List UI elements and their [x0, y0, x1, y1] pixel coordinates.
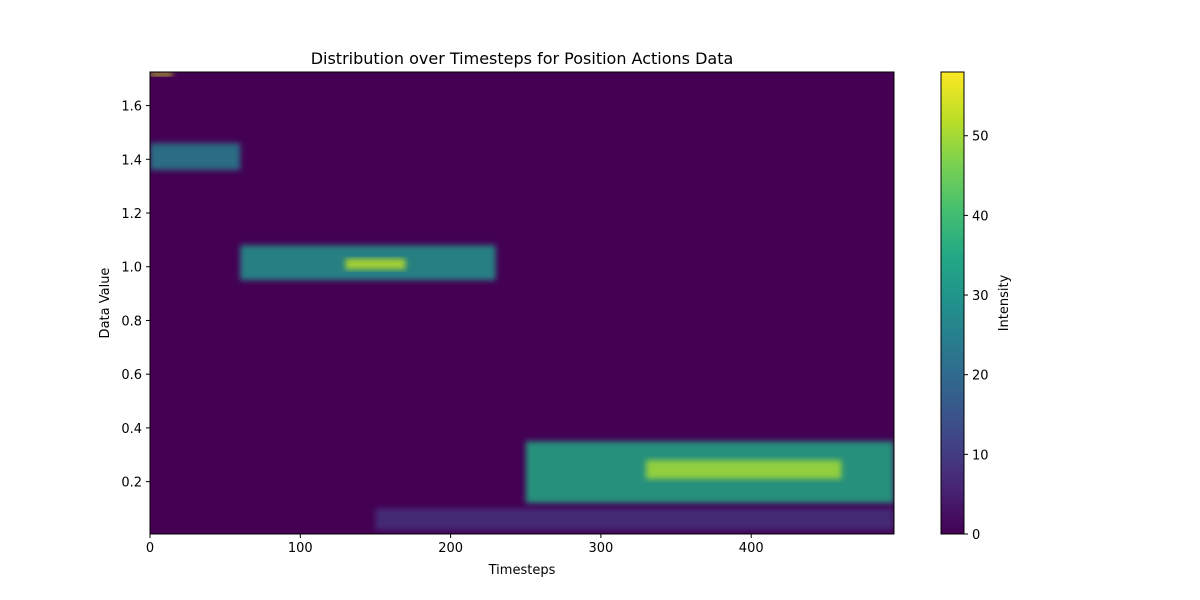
colorbar-tick-label: 20 [972, 369, 989, 384]
x-tick-label: 300 [588, 541, 613, 556]
colorbar-gradient [940, 71, 965, 535]
colorbar-tick-label: 30 [972, 289, 989, 304]
y-tick-label: 0.6 [121, 368, 142, 383]
colorbar-tick-label: 40 [972, 209, 989, 224]
x-tick-label: 200 [438, 541, 463, 556]
y-tick-label: 0.2 [121, 476, 142, 491]
y-tick-label: 1.2 [121, 207, 142, 222]
heatmap-region [150, 72, 173, 77]
colorbar-ticks: 0 10 20 30 40 50 [964, 130, 989, 543]
x-axis: 0 100 200 300 400 [146, 534, 764, 556]
y-tick-label: 0.8 [121, 314, 142, 329]
y-tick-label: 1.4 [121, 153, 142, 168]
colorbar-tick-label: 10 [972, 448, 989, 463]
y-axis: 0.2 0.4 0.6 0.8 1.0 1.2 1.4 1.6 [121, 100, 150, 491]
heatmap-region [150, 143, 241, 171]
heatmap-cells [150, 72, 894, 530]
x-tick-label: 0 [146, 541, 154, 556]
y-tick-label: 1.0 [121, 261, 142, 276]
heatmap-region [646, 460, 842, 479]
plot-frame [149, 71, 895, 535]
y-tick-label: 1.6 [121, 100, 142, 115]
heatmap-region [375, 508, 894, 530]
y-tick-label: 0.4 [121, 422, 142, 437]
colorbar-tick-label: 50 [972, 130, 989, 145]
x-axis-label: Timesteps [488, 563, 556, 578]
x-tick-label: 100 [288, 541, 313, 556]
colorbar-label: Intensity [997, 274, 1012, 331]
plot-area [149, 71, 895, 535]
heatmap-region [345, 258, 406, 270]
y-axis-label: Data Value [98, 268, 113, 339]
chart-title: Distribution over Timesteps for Position… [311, 49, 734, 68]
x-tick-label: 400 [739, 541, 764, 556]
colorbar-tick-label: 0 [972, 528, 980, 543]
colorbar: 0 10 20 30 40 50 Intensity [940, 71, 1012, 543]
